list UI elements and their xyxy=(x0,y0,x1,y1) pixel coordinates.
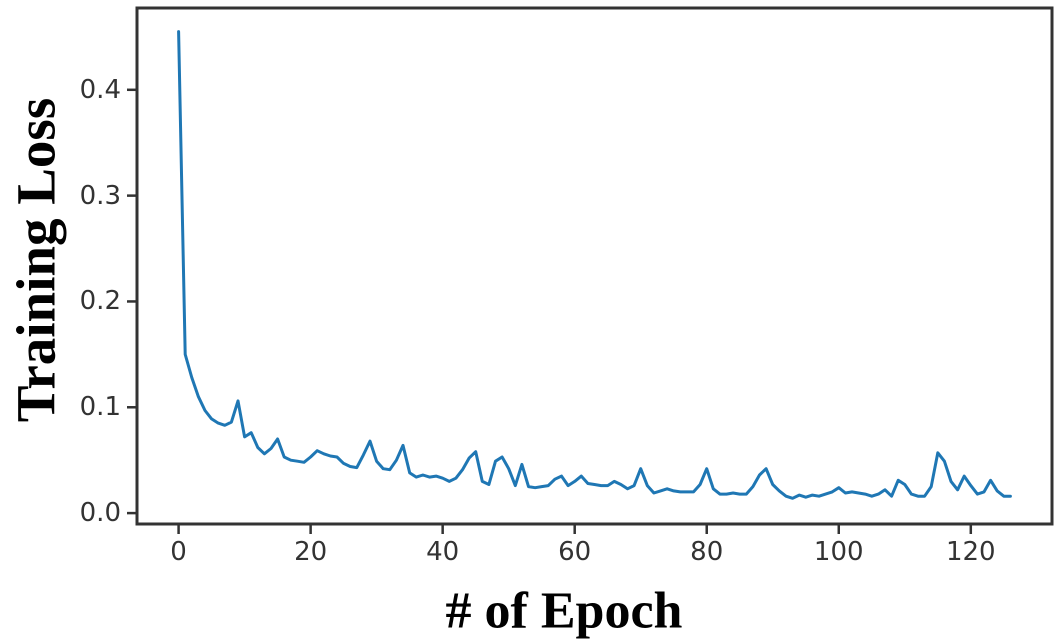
y-tick-label: 0.4 xyxy=(79,74,121,105)
y-axis-title: Training Loss xyxy=(5,97,67,423)
x-tick-label: 120 xyxy=(945,537,996,567)
y-tick-label: 0.0 xyxy=(79,498,121,529)
x-tick-label: 0 xyxy=(170,537,187,567)
x-tick-label: 80 xyxy=(690,537,724,567)
y-tick-label: 0.3 xyxy=(79,180,121,211)
training-loss-line xyxy=(177,30,1012,500)
x-axis-title: # of Epoch xyxy=(445,582,683,640)
x-tick-label: 20 xyxy=(294,537,328,567)
x-tick-label: 100 xyxy=(813,537,864,567)
y-tick-label: 0.2 xyxy=(79,286,121,317)
axes-frame xyxy=(135,6,1054,526)
y-tick-label: 0.1 xyxy=(79,392,121,423)
x-tick-label: 60 xyxy=(558,537,592,567)
x-tick-label: 40 xyxy=(426,537,460,567)
